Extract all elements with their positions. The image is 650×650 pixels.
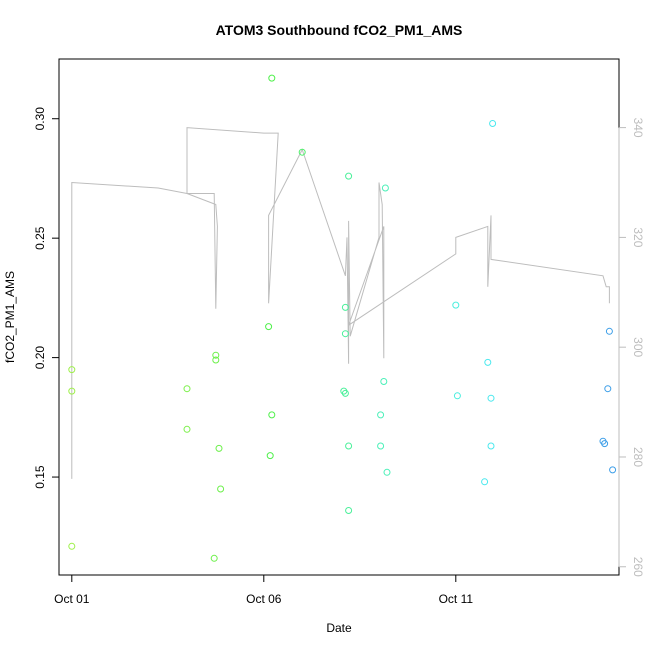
- data-point: [341, 389, 349, 397]
- data-point: [212, 351, 220, 359]
- data-point: [345, 442, 353, 450]
- y2-tick-label: 300: [631, 337, 645, 357]
- y-tick-label: 0.20: [33, 346, 47, 370]
- data-point: [265, 323, 273, 331]
- data-point: [481, 478, 489, 486]
- x-tick-label: Oct 01: [54, 592, 90, 606]
- data-point: [341, 330, 349, 338]
- chart-title: ATOM3 Southbound fCO2_PM1_AMS: [216, 22, 463, 38]
- data-point: [183, 385, 191, 393]
- data-point: [341, 303, 349, 311]
- data-point: [452, 301, 460, 309]
- y2-tick-label: 320: [631, 227, 645, 247]
- data-point: [383, 468, 391, 476]
- data-point: [377, 442, 385, 450]
- y-tick-label: 0.15: [33, 465, 47, 489]
- data-point: [601, 440, 609, 448]
- scatter-points-layer: [68, 74, 617, 562]
- y2-tick-label: 280: [631, 447, 645, 467]
- y2-tick-label: 260: [631, 557, 645, 577]
- data-point: [212, 356, 220, 364]
- data-point: [345, 172, 353, 180]
- data-point: [380, 378, 388, 385]
- y-axis-right: 260 280 300 320 340: [618, 118, 645, 577]
- data-point: [68, 542, 76, 550]
- data-point: [605, 327, 613, 335]
- right-axis-series-layer: [71, 127, 610, 479]
- y-axis-label: fCO2_PM1_AMS: [3, 271, 17, 363]
- y-axis-left: 0.15 0.20 0.25 0.30: [33, 107, 60, 489]
- y-tick-label: 0.30: [33, 107, 47, 131]
- data-point: [381, 184, 389, 192]
- data-point: [489, 120, 497, 127]
- x-tick-label: Oct 06: [246, 592, 282, 606]
- y2-tick-label: 340: [631, 118, 645, 138]
- data-point: [487, 442, 495, 450]
- data-point: [68, 366, 76, 374]
- data-point: [210, 554, 218, 562]
- data-point: [266, 452, 274, 460]
- y-tick-label: 0.25: [33, 226, 47, 250]
- series-line: [71, 127, 610, 479]
- data-point: [604, 385, 612, 393]
- data-point: [609, 466, 617, 474]
- data-point: [487, 394, 495, 402]
- data-point: [268, 411, 276, 419]
- data-point: [268, 74, 276, 82]
- data-point: [345, 507, 353, 514]
- x-tick-label: Oct 11: [439, 592, 474, 606]
- plot-frame: [58, 58, 620, 576]
- data-point: [183, 425, 191, 433]
- data-point: [298, 148, 306, 156]
- data-point: [377, 411, 385, 419]
- x-axis-label: Date: [326, 621, 352, 635]
- data-point: [484, 358, 492, 366]
- data-point: [217, 485, 225, 493]
- x-axis: Oct 01 Oct 06 Oct 11: [54, 574, 474, 606]
- data-point: [215, 444, 223, 452]
- data-point: [68, 387, 76, 395]
- data-point: [453, 392, 461, 400]
